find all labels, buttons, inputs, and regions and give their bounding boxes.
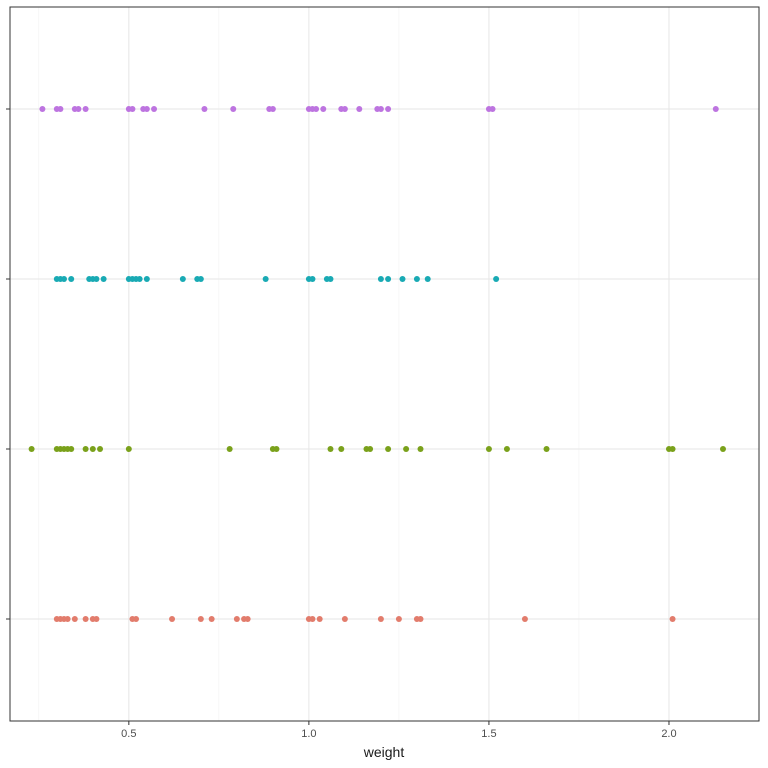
- data-point: [316, 616, 323, 622]
- data-points: [28, 106, 726, 622]
- data-point: [97, 446, 104, 452]
- data-point: [197, 276, 204, 282]
- data-point: [403, 446, 410, 452]
- data-point: [385, 446, 392, 452]
- x-tick-label: 2.0: [661, 728, 676, 740]
- data-point: [269, 106, 276, 112]
- data-point: [377, 276, 384, 282]
- x-tick-label: 1.5: [481, 728, 496, 740]
- x-axis-ticks: [128, 721, 670, 725]
- data-point: [64, 616, 71, 622]
- data-point: [82, 106, 89, 112]
- data-point: [68, 446, 75, 452]
- data-point: [377, 616, 384, 622]
- data-point: [503, 446, 510, 452]
- data-point: [367, 446, 374, 452]
- data-point: [341, 616, 348, 622]
- data-point: [385, 276, 392, 282]
- data-point: [489, 106, 496, 112]
- plot-background: [10, 7, 759, 721]
- data-point: [208, 616, 215, 622]
- data-point: [385, 106, 392, 112]
- data-point: [377, 106, 384, 112]
- data-point: [341, 106, 348, 112]
- data-point: [309, 616, 316, 622]
- data-point: [100, 276, 107, 282]
- data-point: [338, 446, 345, 452]
- data-point: [39, 106, 46, 112]
- data-point: [136, 276, 143, 282]
- data-point: [28, 446, 35, 452]
- data-point: [93, 276, 100, 282]
- data-point: [399, 276, 406, 282]
- data-point: [125, 446, 132, 452]
- data-point: [273, 446, 280, 452]
- data-point: [485, 446, 492, 452]
- data-point: [129, 106, 136, 112]
- data-point: [197, 616, 204, 622]
- data-point: [493, 276, 500, 282]
- data-point: [57, 106, 64, 112]
- x-axis-tick-labels: 0.5 1.0 1.5 2.0: [121, 728, 676, 740]
- data-point: [226, 446, 233, 452]
- data-point: [424, 276, 431, 282]
- y-axis-ticks: [6, 108, 10, 620]
- data-point: [201, 106, 208, 112]
- data-point: [327, 276, 334, 282]
- data-point: [169, 616, 176, 622]
- x-tick-label: 0.5: [121, 728, 136, 740]
- data-point: [309, 276, 316, 282]
- x-tick-label: 1.0: [301, 728, 316, 740]
- data-point: [61, 276, 68, 282]
- data-point: [143, 276, 150, 282]
- x-axis-title: weight: [363, 744, 405, 760]
- data-point: [151, 106, 158, 112]
- data-point: [230, 106, 237, 112]
- data-point: [521, 616, 528, 622]
- data-point: [233, 616, 240, 622]
- data-point: [75, 106, 82, 112]
- data-point: [89, 446, 96, 452]
- data-point: [93, 616, 100, 622]
- data-point: [320, 106, 327, 112]
- data-point: [313, 106, 320, 112]
- data-point: [712, 106, 719, 112]
- data-point: [719, 446, 726, 452]
- data-point: [71, 616, 78, 622]
- data-point: [413, 276, 420, 282]
- x-gridlines: [38, 7, 670, 721]
- data-point: [327, 446, 334, 452]
- plot-panel-border: [9, 6, 760, 722]
- data-point: [543, 446, 550, 452]
- data-point: [179, 276, 186, 282]
- data-point: [262, 276, 269, 282]
- data-point: [82, 616, 89, 622]
- data-point: [244, 616, 251, 622]
- data-point: [395, 616, 402, 622]
- data-point: [417, 446, 424, 452]
- data-point: [417, 616, 424, 622]
- data-point: [133, 616, 140, 622]
- data-point: [356, 106, 363, 112]
- data-point: [68, 276, 75, 282]
- data-point: [669, 446, 676, 452]
- data-point: [669, 616, 676, 622]
- data-point: [143, 106, 150, 112]
- data-point: [82, 446, 89, 452]
